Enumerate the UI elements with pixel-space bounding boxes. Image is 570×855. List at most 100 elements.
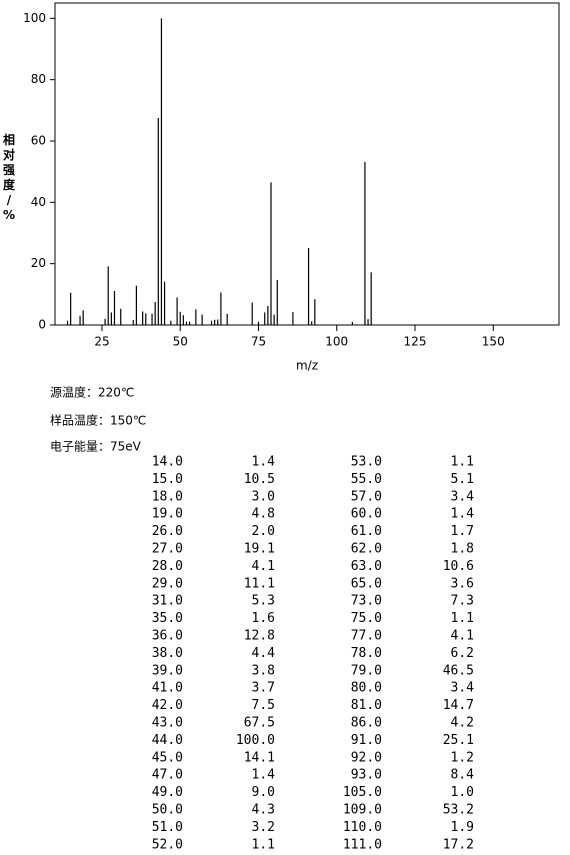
table-cell: 80.0 <box>351 681 382 696</box>
table-cell: 1.0 <box>451 785 474 800</box>
table-cell: 62.0 <box>351 542 382 557</box>
table-cell: 1.6 <box>252 611 275 626</box>
table-cell: 92.0 <box>351 750 382 765</box>
table-cell: 1.4 <box>252 768 276 783</box>
table-cell: 4.1 <box>451 629 474 644</box>
table-cell: 109.0 <box>343 803 382 818</box>
table-cell: 19.0 <box>152 507 183 522</box>
y-tick-label: 0 <box>38 318 46 332</box>
table-cell: 42.0 <box>152 698 183 713</box>
table-cell: 35.0 <box>152 611 183 626</box>
table-cell: 38.0 <box>152 646 183 661</box>
x-tick-label: 150 <box>482 335 505 349</box>
table-cell: 43.0 <box>152 716 183 731</box>
y-tick-label: 60 <box>31 134 46 148</box>
condition: 源温度：220℃ <box>50 385 134 400</box>
table-cell: 3.4 <box>451 489 475 504</box>
table-cell: 47.0 <box>152 768 183 783</box>
table-cell: 86.0 <box>351 716 382 731</box>
table-cell: 29.0 <box>152 576 183 591</box>
table-cell: 5.1 <box>451 472 474 487</box>
table-cell: 8.4 <box>451 768 475 783</box>
table-cell: 50.0 <box>152 803 183 818</box>
table-cell: 2.0 <box>252 524 275 539</box>
x-tick-label: 50 <box>173 335 188 349</box>
x-tick-label: 25 <box>94 335 109 349</box>
table-cell: 36.0 <box>152 629 183 644</box>
y-tick-label: 100 <box>23 11 46 25</box>
table-cell: 3.2 <box>252 820 275 835</box>
table-cell: 18.0 <box>152 489 183 504</box>
table-cell: 91.0 <box>351 733 382 748</box>
table-cell: 26.0 <box>152 524 183 539</box>
table-cell: 1.1 <box>252 837 275 852</box>
table-cell: 1.1 <box>451 611 474 626</box>
table-cell: 63.0 <box>351 559 382 574</box>
table-cell: 14.7 <box>443 698 474 713</box>
table-cell: 1.4 <box>252 455 276 470</box>
x-tick-label: 75 <box>251 335 266 349</box>
table-cell: 3.8 <box>252 663 275 678</box>
y-tick-label: 20 <box>31 256 46 270</box>
table-cell: 6.2 <box>451 646 474 661</box>
table-cell: 11.1 <box>244 576 275 591</box>
table-cell: 31.0 <box>152 594 183 609</box>
table-cell: 51.0 <box>152 820 183 835</box>
table-cell: 46.5 <box>443 663 474 678</box>
table-cell: 10.6 <box>443 559 474 574</box>
table-cell: 4.2 <box>451 716 474 731</box>
table-cell: 111.0 <box>343 837 382 852</box>
table-cell: 28.0 <box>152 559 183 574</box>
table-cell: 3.4 <box>451 681 475 696</box>
table-cell: 57.0 <box>351 489 382 504</box>
table-cell: 52.0 <box>152 837 183 852</box>
table-cell: 49.0 <box>152 785 183 800</box>
table-cell: 12.8 <box>244 629 275 644</box>
table-cell: 1.9 <box>451 820 474 835</box>
x-tick-label: 100 <box>325 335 348 349</box>
table-cell: 15.0 <box>152 472 183 487</box>
plot-frame <box>54 2 560 326</box>
table-cell: 93.0 <box>351 768 382 783</box>
table-cell: 105.0 <box>343 785 382 800</box>
table-cell: 1.4 <box>451 507 475 522</box>
table-cell: 53.2 <box>443 803 474 818</box>
table-cell: 3.6 <box>451 576 474 591</box>
table-cell: 4.8 <box>252 507 275 522</box>
table-cell: 67.5 <box>244 716 275 731</box>
table-cell: 44.0 <box>152 733 183 748</box>
table-cell: 75.0 <box>351 611 382 626</box>
table-cell: 55.0 <box>351 472 382 487</box>
table-cell: 110.0 <box>343 820 382 835</box>
table-cell: 65.0 <box>351 576 382 591</box>
table-cell: 1.7 <box>451 524 474 539</box>
table-cell: 4.1 <box>252 559 275 574</box>
y-axis-label: 相对强度/% <box>3 132 16 222</box>
y-tick-label: 80 <box>31 72 46 86</box>
table-cell: 77.0 <box>351 629 382 644</box>
table-cell: 10.5 <box>244 472 275 487</box>
table-cell: 5.3 <box>252 594 275 609</box>
table-cell: 41.0 <box>152 681 183 696</box>
table-cell: 4.4 <box>252 646 276 661</box>
table-cell: 1.8 <box>451 542 474 557</box>
table-cell: 1.1 <box>451 455 474 470</box>
table-cell: 25.1 <box>443 733 474 748</box>
table-cell: 7.3 <box>451 594 474 609</box>
table-cell: 61.0 <box>351 524 382 539</box>
table-cell: 78.0 <box>351 646 382 661</box>
table-cell: 79.0 <box>351 663 382 678</box>
table-cell: 73.0 <box>351 594 382 609</box>
table-cell: 19.1 <box>244 542 275 557</box>
table-cell: 60.0 <box>351 507 382 522</box>
table-cell: 4.3 <box>252 803 275 818</box>
table-cell: 14.0 <box>152 455 183 470</box>
x-axis-label: m/z <box>296 359 318 373</box>
table-cell: 81.0 <box>351 698 382 713</box>
table-cell: 100.0 <box>236 733 275 748</box>
table-cell: 53.0 <box>351 455 382 470</box>
condition: 样品温度：150℃ <box>50 413 146 428</box>
table-cell: 7.5 <box>252 698 275 713</box>
